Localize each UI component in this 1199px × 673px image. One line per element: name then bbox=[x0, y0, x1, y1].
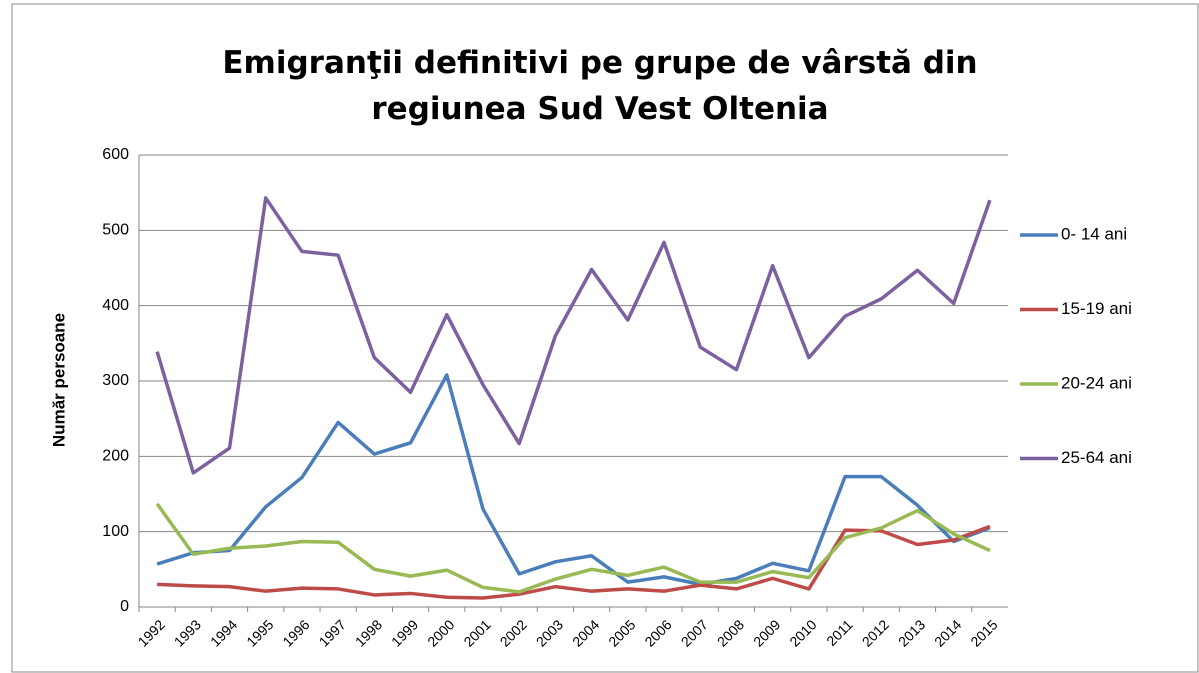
series-line bbox=[155, 196, 992, 475]
y-tick-label: 0 bbox=[120, 598, 129, 615]
x-tick-label: 1997 bbox=[316, 616, 349, 649]
x-tick-label: 2011 bbox=[823, 616, 856, 649]
legend-label: 0- 14 ani bbox=[1061, 224, 1127, 243]
legend-label: 20-24 ani bbox=[1061, 373, 1132, 392]
x-tick-label: 2006 bbox=[641, 616, 674, 649]
x-tick-label: 2001 bbox=[460, 616, 493, 649]
x-tick-label: 2015 bbox=[967, 616, 1000, 649]
x-tick-label: 2007 bbox=[678, 616, 711, 649]
y-tick-label: 100 bbox=[102, 523, 129, 540]
x-tick-label: 1996 bbox=[279, 616, 312, 649]
y-tick-label: 300 bbox=[102, 372, 129, 389]
chart-border bbox=[11, 3, 1199, 673]
x-tick-label: 2008 bbox=[714, 616, 747, 649]
x-tick-label: 2002 bbox=[497, 616, 530, 649]
legend-label: 25-64 ani bbox=[1061, 448, 1132, 467]
series-line bbox=[156, 373, 991, 587]
series-line bbox=[155, 502, 991, 594]
x-tick-label: 2012 bbox=[859, 616, 892, 649]
y-tick-label: 600 bbox=[102, 146, 129, 163]
chart-title: Emigranţii definitivi pe grupe de vârstă… bbox=[222, 45, 978, 127]
x-tick-label: 1995 bbox=[243, 616, 276, 649]
x-tick-label: 1994 bbox=[207, 616, 240, 649]
x-tick-label: 2010 bbox=[786, 616, 819, 649]
series-line bbox=[157, 524, 991, 600]
x-tick-label: 1992 bbox=[134, 616, 167, 649]
x-tick-label: 2004 bbox=[569, 616, 602, 649]
x-tick-label: 2009 bbox=[750, 616, 783, 649]
y-tick-label: 200 bbox=[102, 448, 129, 465]
y-axis-label: Număr persoane bbox=[49, 313, 68, 447]
y-tick-label: 400 bbox=[102, 297, 129, 314]
x-tick-label: 2014 bbox=[931, 616, 964, 649]
y-tick-label: 500 bbox=[102, 222, 129, 239]
legend-label: 15-19 ani bbox=[1061, 299, 1132, 318]
x-tick-label: 1999 bbox=[388, 616, 421, 649]
x-tick-label: 2000 bbox=[424, 616, 457, 649]
x-tick-label: 1998 bbox=[352, 616, 385, 649]
x-tick-label: 2003 bbox=[533, 616, 566, 649]
x-tick-label: 2013 bbox=[895, 616, 928, 649]
x-tick-label: 1993 bbox=[171, 616, 204, 649]
x-tick-label: 2005 bbox=[605, 616, 638, 649]
